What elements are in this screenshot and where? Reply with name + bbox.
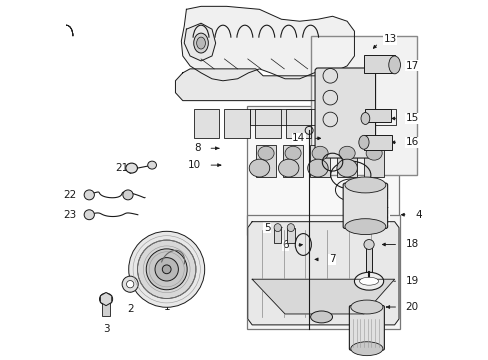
Text: 2: 2 — [126, 304, 133, 314]
Text: 23: 23 — [63, 210, 76, 220]
Ellipse shape — [278, 159, 298, 177]
Bar — [286, 228, 294, 243]
Text: 14: 14 — [292, 133, 305, 143]
Ellipse shape — [274, 224, 281, 231]
Circle shape — [162, 265, 171, 274]
Text: 4: 4 — [414, 210, 421, 220]
Text: 6: 6 — [282, 240, 288, 251]
Ellipse shape — [125, 163, 137, 173]
Ellipse shape — [388, 56, 400, 74]
Bar — [193, 109, 219, 138]
Ellipse shape — [285, 146, 301, 160]
Text: 16: 16 — [405, 137, 418, 147]
Ellipse shape — [358, 135, 368, 149]
Ellipse shape — [363, 239, 373, 249]
Text: 1: 1 — [163, 302, 170, 312]
Ellipse shape — [122, 190, 133, 200]
Bar — [316, 109, 341, 138]
Text: 13: 13 — [383, 34, 396, 44]
Text: 7: 7 — [328, 255, 335, 264]
Bar — [246, 215, 400, 329]
Bar — [246, 105, 398, 235]
Text: 8: 8 — [194, 143, 201, 153]
FancyBboxPatch shape — [314, 68, 375, 158]
Ellipse shape — [84, 210, 94, 220]
Ellipse shape — [307, 159, 327, 177]
Ellipse shape — [338, 146, 354, 160]
Bar — [309, 145, 330, 177]
Ellipse shape — [84, 190, 94, 200]
Ellipse shape — [196, 37, 205, 49]
Bar — [336, 145, 357, 177]
Bar — [224, 109, 249, 138]
Ellipse shape — [258, 146, 274, 160]
Text: 10: 10 — [187, 160, 201, 170]
Text: 18: 18 — [405, 239, 418, 249]
Bar — [285, 109, 311, 138]
Polygon shape — [249, 109, 395, 125]
Ellipse shape — [193, 33, 208, 53]
Ellipse shape — [344, 177, 385, 193]
Ellipse shape — [366, 146, 382, 160]
Text: 21: 21 — [115, 163, 128, 173]
Circle shape — [137, 240, 196, 298]
Text: 15: 15 — [405, 113, 418, 123]
Text: 17: 17 — [405, 61, 418, 71]
Bar — [310, 36, 416, 175]
Bar — [363, 145, 384, 177]
Text: 12: 12 — [376, 215, 389, 225]
FancyBboxPatch shape — [343, 183, 387, 229]
Polygon shape — [100, 292, 112, 306]
Circle shape — [128, 231, 204, 307]
Polygon shape — [184, 23, 215, 61]
Text: 11: 11 — [376, 200, 389, 210]
Bar — [255, 109, 280, 138]
Ellipse shape — [360, 113, 369, 125]
Bar — [282, 145, 303, 177]
Ellipse shape — [311, 146, 327, 160]
Ellipse shape — [344, 219, 385, 235]
Circle shape — [146, 249, 187, 290]
Text: 9: 9 — [368, 185, 375, 195]
Circle shape — [126, 280, 134, 288]
Text: 20: 20 — [405, 302, 418, 312]
Bar — [363, 55, 394, 73]
Bar — [102, 299, 109, 316]
Bar — [365, 109, 390, 122]
Circle shape — [122, 276, 138, 292]
Ellipse shape — [350, 342, 382, 356]
Ellipse shape — [249, 159, 269, 177]
Bar — [255, 145, 276, 177]
Text: 5: 5 — [263, 222, 270, 233]
Text: 22: 22 — [63, 190, 76, 200]
Ellipse shape — [359, 277, 378, 285]
Polygon shape — [252, 279, 394, 314]
Ellipse shape — [99, 293, 112, 305]
Polygon shape — [181, 6, 354, 81]
Text: 3: 3 — [102, 324, 109, 334]
FancyBboxPatch shape — [348, 306, 384, 350]
Ellipse shape — [350, 300, 382, 314]
Bar — [363, 135, 391, 150]
Ellipse shape — [336, 159, 357, 177]
Ellipse shape — [354, 272, 383, 290]
Polygon shape — [247, 222, 398, 325]
Bar — [366, 244, 371, 272]
Circle shape — [155, 258, 178, 281]
Bar — [274, 228, 281, 243]
Ellipse shape — [310, 311, 332, 323]
Ellipse shape — [147, 161, 156, 169]
Ellipse shape — [286, 224, 294, 231]
Text: 19: 19 — [405, 276, 418, 286]
Polygon shape — [175, 69, 357, 100]
